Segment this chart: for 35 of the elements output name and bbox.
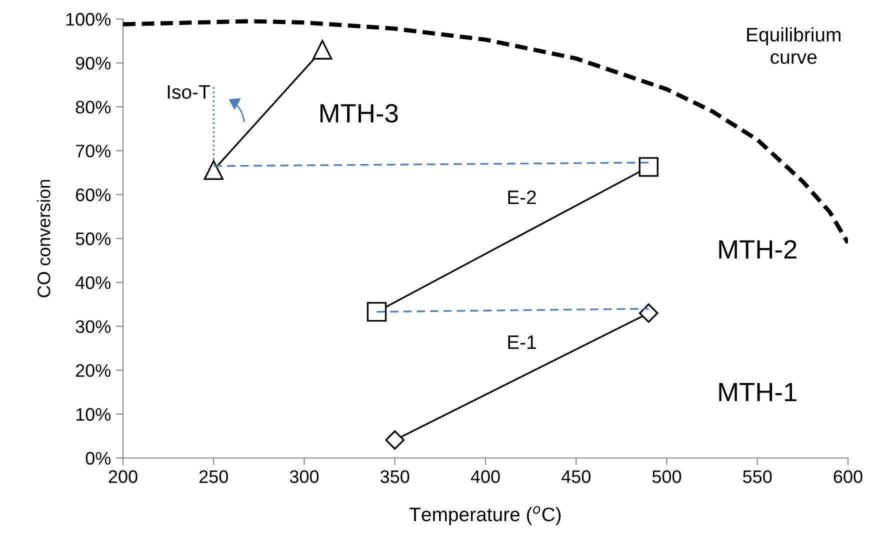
x-tick-label: 250 [199, 470, 228, 484]
x-tick-label: 600 [834, 470, 862, 484]
annotation: MTH-2 [719, 240, 796, 258]
point [385, 430, 405, 450]
y-tick-label: 0% [86, 452, 111, 465]
x-tick-label: 350 [380, 470, 410, 484]
point [366, 302, 387, 322]
annotation: Equilibrium curve [747, 27, 840, 64]
annotation: E-2 [508, 190, 536, 204]
x-tick-label: 500 [652, 470, 682, 484]
annotation: E-1 [508, 336, 536, 349]
annotation: MTH-3 [320, 104, 398, 123]
x-tick-label: 450 [561, 470, 590, 484]
point [312, 40, 332, 60]
x-axis-title: Temperature ($^{o}$C) [410, 506, 561, 526]
x-tick-label: 300 [290, 470, 319, 484]
x-tick-label: 400 [470, 470, 500, 484]
annotation: MTH-1 [719, 383, 796, 402]
y-tick-label: 90% [76, 56, 111, 70]
y-tick-label: 50% [76, 232, 111, 246]
y-tick-label: 30% [76, 320, 111, 334]
y-tick-label: 20% [76, 364, 111, 377]
y-axis-title: CO conversion [37, 180, 50, 298]
y-tick-label: 100% [66, 12, 111, 26]
x-tick-label: 550 [743, 470, 772, 484]
y-tick-label: 40% [75, 276, 111, 290]
y-tick-label: 60% [76, 188, 111, 202]
y-tick-label: 10% [76, 408, 111, 421]
annotation: Iso-T [168, 85, 210, 99]
y-tick-label: 70% [76, 144, 111, 158]
y-tick-label: 80% [76, 100, 111, 114]
point [638, 157, 658, 177]
point [204, 160, 224, 180]
x-tick-label: 200 [108, 470, 138, 484]
point [638, 303, 658, 323]
